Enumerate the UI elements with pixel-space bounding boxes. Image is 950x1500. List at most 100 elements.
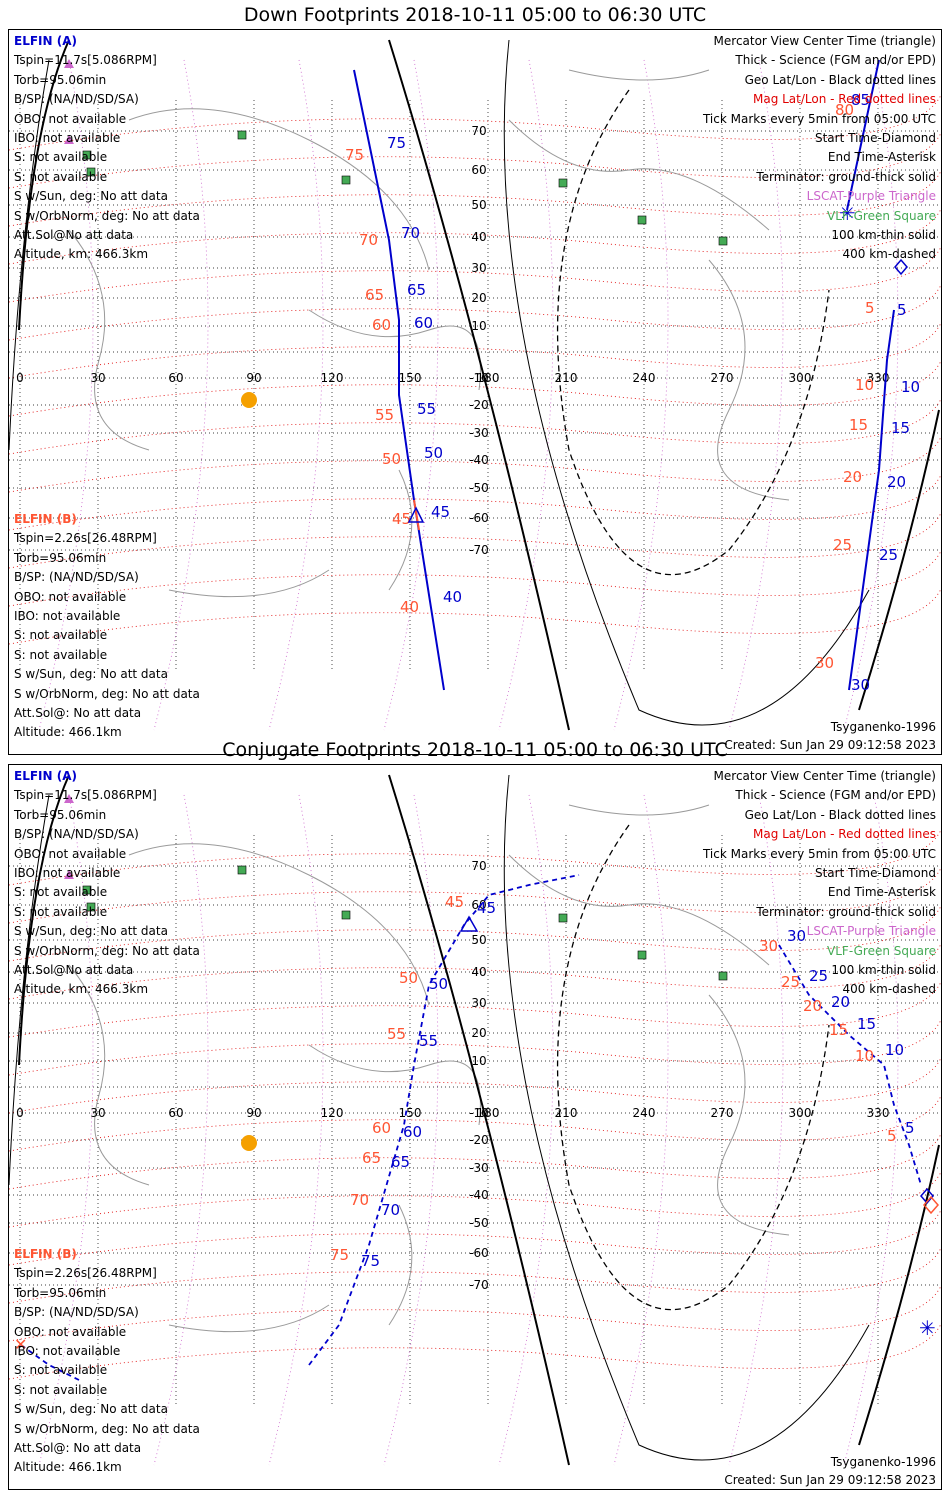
legend-item: VLF-Green Square [827, 943, 936, 958]
sat-a-line: Torb=95.06min [14, 807, 107, 822]
lon-tick-label: 60 [168, 1106, 183, 1120]
sat-a-tick-label: 45 [431, 503, 450, 521]
sat-a-line: OBO: not available [14, 846, 127, 861]
sat-b-line: Altitude: 466.1km [14, 725, 122, 740]
vlf-station-icon [86, 902, 96, 912]
lat-tick-label: -40 [469, 1188, 489, 1202]
sat-a-tick-label: 5 [905, 1119, 915, 1137]
sat-a-tick-label: 15 [891, 419, 910, 437]
sat-b-line: Torb=95.06min [14, 550, 107, 565]
sat-b-line: S w/OrbNorm, deg: No att data [14, 686, 200, 701]
sat-a-tick-label: 10 [901, 378, 920, 396]
sat-b-line: IBO: not available [14, 608, 121, 623]
sat-b-tick-label: 30 [815, 654, 834, 672]
sat-b-line: Tspin=2.26s[26.48RPM] [14, 531, 157, 546]
vlf-station-icon [718, 236, 728, 246]
legend-item: 400 km-dashed [842, 247, 936, 262]
sat-b-line: Att.Sol@: No att data [14, 705, 142, 720]
sat-a-tick-label: 70 [381, 1201, 400, 1219]
legend-item: LSCAT-Purple Triangle [806, 924, 936, 939]
sat-a-line: IBO: not available [14, 865, 121, 880]
sat-a-tick-label: 65 [407, 281, 426, 299]
vlf-station-icon [637, 215, 647, 225]
sat-b-line: OBO: not available [14, 1324, 127, 1339]
lon-tick-label: 270 [711, 371, 734, 385]
sat-a-tick-label: 25 [809, 967, 828, 985]
model-label: Tsyganenko-1996 [830, 1455, 936, 1469]
sat-a-tick-label: 60 [403, 1123, 422, 1141]
lon-tick-label: 30 [90, 371, 105, 385]
sat-a-tick-label: 50 [424, 444, 443, 462]
sat-a-line: S: not available [14, 885, 108, 900]
start-diamond-icon [894, 258, 908, 276]
sat-b-line: S: not available [14, 1363, 108, 1378]
lat-tick-label: -60 [469, 511, 489, 525]
lon-tick-label: 240 [633, 371, 656, 385]
mag-meridian [153, 794, 209, 1466]
sat-a-tick-label: 30 [787, 927, 806, 945]
mag-meridian [843, 59, 899, 731]
legend-item: VLF-Green Square [827, 208, 936, 223]
legend-item: LSCAT-Purple Triangle [806, 189, 936, 204]
coastline [508, 119, 770, 231]
sat-a-line: S w/OrbNorm, deg: No att data [14, 943, 200, 958]
sat-b-line: Tspin=2.26s[26.48RPM] [14, 1266, 157, 1281]
sat-b-line: B/SP: (NA/ND/SD/SA) [14, 570, 139, 585]
sat-a-tick-label: 30 [851, 676, 870, 694]
lon-tick-label: 90 [246, 1106, 261, 1120]
terminator-line [388, 39, 570, 731]
sat-b-header: ELFIN (B) [14, 512, 77, 526]
sat-a-tick-label: 10 [885, 1041, 904, 1059]
sat-b-tick-label: 80 [835, 101, 854, 119]
lon-tick-label: 0 [16, 1106, 24, 1120]
sat-a-line: S w/Sun, deg: No att data [14, 924, 168, 939]
lon-tick-label: 30 [90, 1106, 105, 1120]
created-label: Created: Sun Jan 29 09:12:58 2023 [724, 1473, 936, 1487]
legend-item: Thick - Science (FGM and/or EPD) [735, 53, 936, 68]
lat-tick-label: -30 [469, 1161, 489, 1175]
sat-a-tick-label: 75 [361, 1252, 380, 1270]
coastline [568, 69, 710, 81]
lon-tick-label: 180 [477, 371, 500, 385]
lon-tick-label: 90 [246, 371, 261, 385]
sat-a-line: Tspin=11.7s[5.086RPM] [14, 53, 157, 68]
sat-b-line: S: not available [14, 647, 108, 662]
sat-b-tick-label: 65 [362, 1149, 381, 1167]
lat-tick-label: 40 [471, 230, 486, 244]
mag-meridian [498, 794, 554, 1466]
sat-b-line: Altitude: 466.1km [14, 1460, 122, 1475]
sat-a-tick-label: 55 [417, 400, 436, 418]
sat-b-tick-label: 15 [829, 1021, 848, 1039]
lscat-station-icon [64, 59, 74, 68]
start-diamond-icon [923, 1195, 939, 1215]
lon-tick-label: 60 [168, 371, 183, 385]
coastline [168, 569, 330, 598]
sat-b-tick-label: 55 [387, 1025, 406, 1043]
altitude-100km-line [9, 794, 50, 1186]
sat-a-tick-label: 15 [857, 1015, 876, 1033]
legend-item: Start Time-Diamond [814, 130, 936, 145]
end-asterisk-icon: ✳ [839, 201, 856, 225]
sat-b-tick-label: 75 [330, 1246, 349, 1264]
lat-tick-label: 50 [471, 933, 486, 947]
altitude-400km-line [556, 824, 830, 1311]
vlf-station-icon [237, 865, 247, 875]
panel-title-down: Down Footprints 2018-10-11 05:00 to 06:3… [243, 4, 707, 26]
view-center-triangle-icon [459, 915, 479, 932]
vlf-station-icon [86, 167, 96, 177]
sat-b-tick-label: 70 [359, 231, 378, 249]
legend-item: Tick Marks every 5min from 05:00 UTC [702, 111, 936, 126]
coastline [388, 1204, 413, 1326]
sat-a-tick-label: 20 [887, 473, 906, 491]
lon-tick-label: 210 [555, 1106, 578, 1120]
coastline [708, 994, 790, 1236]
coastline [568, 804, 710, 816]
lon-tick-label: 300 [789, 1106, 812, 1120]
sat-a-info: ELFIN (A) Tspin=11.7s[5.086RPM] Torb=95.… [14, 32, 200, 265]
sat-b-info: ELFIN (B) Tspin=2.26s[26.48RPM] Torb=95.… [14, 1245, 200, 1478]
legend-item: End Time-Asterisk [827, 885, 936, 900]
sat-a-tick-label: 75 [387, 134, 406, 152]
terminator-line [858, 1144, 940, 1446]
vlf-station-icon [558, 913, 568, 923]
mag-meridian [268, 794, 324, 1466]
